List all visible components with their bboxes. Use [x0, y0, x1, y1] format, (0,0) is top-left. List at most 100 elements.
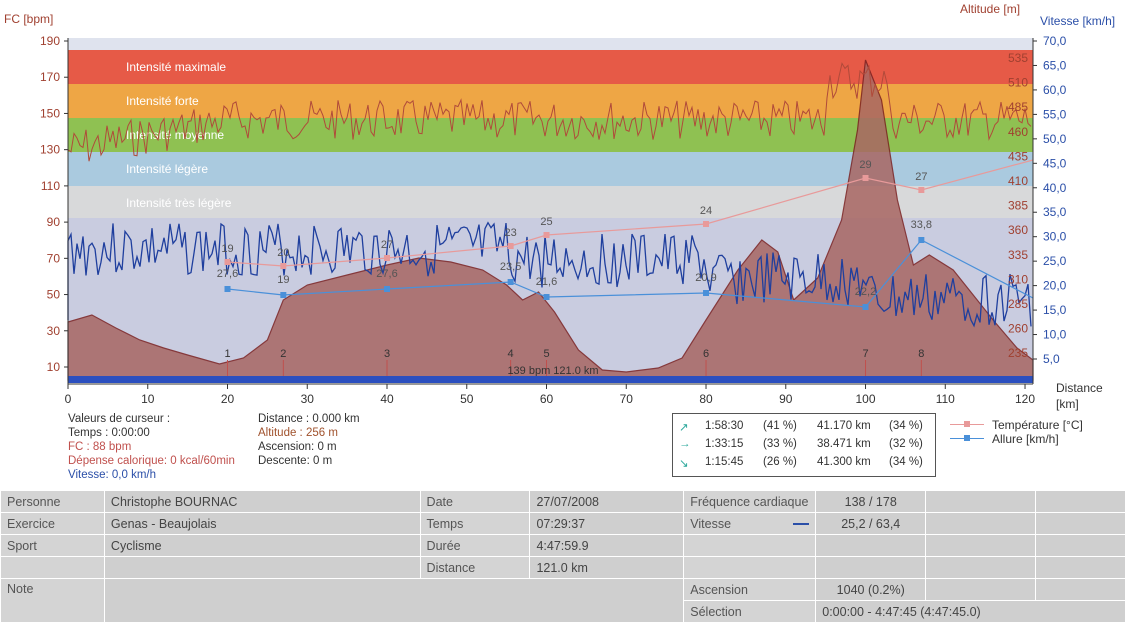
x-tick-label: 110 [936, 392, 955, 406]
x-tick-label: 90 [779, 392, 793, 406]
pace-label: 19 [277, 274, 289, 286]
empty-cell [1035, 512, 1126, 535]
fc-tick-label: 150 [40, 106, 60, 120]
temperature-point [703, 221, 710, 227]
cursor-distance: Distance : 0.000 km [258, 413, 360, 425]
temperature-label: 20 [277, 247, 289, 259]
legend-pace-label: Allure [km/h] [992, 432, 1059, 446]
speed-axis-title: Vitesse [km/h] [1040, 14, 1116, 28]
personne-value[interactable]: Christophe BOURNAC [103, 490, 421, 513]
speed-tick-label: 40,0 [1043, 181, 1067, 195]
empty-cell [683, 556, 817, 579]
altitude-tick-label: 360 [1008, 223, 1028, 237]
ascension-label: Ascension [683, 578, 817, 601]
timeline-bar [68, 376, 1033, 383]
lap-marker-number: 5 [543, 348, 549, 360]
pace-marker-icon [964, 435, 970, 441]
lap-marker-number: 1 [224, 348, 230, 360]
temperature-point [224, 259, 231, 265]
x-tick-label: 40 [380, 392, 394, 406]
pace-point [918, 237, 925, 243]
altitude-tick-label: 460 [1008, 125, 1028, 139]
info-row: Personne Christophe BOURNAC Date 27/07/2… [0, 490, 1126, 513]
info-row: Sport Cyclisme Durée 4:47:59.9 [0, 534, 1126, 557]
x-tick-label: 20 [221, 392, 235, 406]
note-value[interactable] [103, 578, 685, 623]
slope-summary-box: ↗ 1:58:30 (41 %) 41.170 km (34 %) → 1:33… [672, 413, 936, 477]
lap-marker-number: 6 [703, 348, 709, 360]
fc-tick-label: 170 [40, 70, 60, 84]
speed-tick-label: 10,0 [1043, 328, 1067, 342]
empty-cell [683, 534, 817, 557]
pace-point [384, 286, 391, 292]
date-value[interactable]: 27/07/2008 [529, 490, 685, 513]
summary-time: 1:58:30 [705, 420, 744, 432]
uphill-icon: ↗ [679, 422, 689, 434]
legend-pace[interactable]: Allure [km/h] [946, 432, 1083, 446]
summary-row-down: ↘ 1:15:45 (26 %) 41.300 km (34 %) [673, 454, 935, 472]
summary-row-up: ↗ 1:58:30 (41 %) 41.170 km (34 %) [673, 418, 935, 436]
empty-cell [0, 556, 105, 579]
distance-label: Distance [419, 556, 531, 579]
duree-label: Durée [419, 534, 531, 557]
ascension-value: 1040 (0.2%) [815, 578, 927, 601]
pace-label: 22,2 [855, 286, 876, 298]
pace-label: 21,6 [536, 276, 557, 288]
pace-label: 27,6 [217, 268, 238, 280]
x-tick-label: 60 [540, 392, 554, 406]
cursor-speed: Vitesse: 0,0 km/h [68, 469, 156, 481]
speed-tick-label: 20,0 [1043, 279, 1067, 293]
temperature-label: 25 [540, 216, 552, 228]
temperature-label: 27 [915, 171, 927, 183]
fc-tick-label: 70 [47, 251, 61, 265]
cursor-values-panel: Valeurs de curseur : Temps : 0:00:00 FC … [68, 412, 235, 482]
cursor-title: Valeurs de curseur : [68, 413, 171, 425]
empty-cell [815, 534, 927, 557]
selection-label: Sélection [683, 600, 817, 623]
hr-zone-label: Intensité maximale [126, 60, 226, 74]
temperature-marker-icon [964, 421, 970, 427]
altitude-tick-label: 510 [1008, 76, 1028, 90]
pace-point [224, 286, 231, 292]
summary-dpct: (34 %) [889, 420, 923, 432]
legend-temperature[interactable]: Température [°C] [946, 418, 1083, 432]
heart-rate-trace [67, 62, 1032, 170]
speed-tick-label: 65,0 [1043, 58, 1067, 72]
temperature-label: 23 [504, 227, 516, 239]
pace-label: 27,6 [376, 268, 397, 280]
temperature-point [862, 175, 869, 181]
pace-label: 20,9 [695, 272, 716, 284]
downhill-icon: ↘ [679, 458, 689, 470]
center-note: 139 bpm 121.0 km [507, 365, 598, 377]
chart-plot: Intensité maximale Intensité forte Intensi… [40, 34, 1067, 406]
date-label: Date [419, 490, 531, 513]
empty-cell [1035, 534, 1126, 557]
x-tick-label: 120 [1015, 392, 1035, 406]
activity-chart[interactable]: FC [bpm] Altitude [m] Vitesse [km/h] Dis… [0, 0, 1126, 488]
temperature-label: 19 [221, 243, 233, 255]
empty-cell [103, 556, 421, 579]
temps-value[interactable]: 07:29:37 [529, 512, 685, 535]
temperature-point [543, 232, 550, 238]
altitude-axis-title: Altitude [m] [960, 2, 1021, 16]
temperature-label: 29 [859, 159, 871, 171]
exercice-value[interactable]: Genas - Beaujolais [103, 512, 421, 535]
summary-time: 1:33:15 [705, 438, 744, 450]
pace-label: 33,8 [911, 219, 932, 231]
empty-cell [925, 556, 1037, 579]
temperature-point [280, 263, 287, 269]
personne-label: Personne [0, 490, 105, 513]
hr-zone-label: Intensité très légère [126, 196, 232, 210]
pace-label: 23,5 [500, 261, 521, 273]
note-label: Note [0, 578, 105, 623]
duree-value[interactable]: 4:47:59.9 [529, 534, 685, 557]
distance-value[interactable]: 121.0 km [529, 556, 685, 579]
sport-label: Sport [0, 534, 105, 557]
fc-tick-label: 50 [47, 288, 61, 302]
speed-tick-label: 70,0 [1043, 34, 1067, 48]
summary-dist: 41.300 km [817, 456, 871, 468]
lap-marker-number: 2 [280, 348, 286, 360]
summary-dpct: (34 %) [889, 456, 923, 468]
empty-cell [1035, 556, 1126, 579]
sport-value[interactable]: Cyclisme [103, 534, 421, 557]
